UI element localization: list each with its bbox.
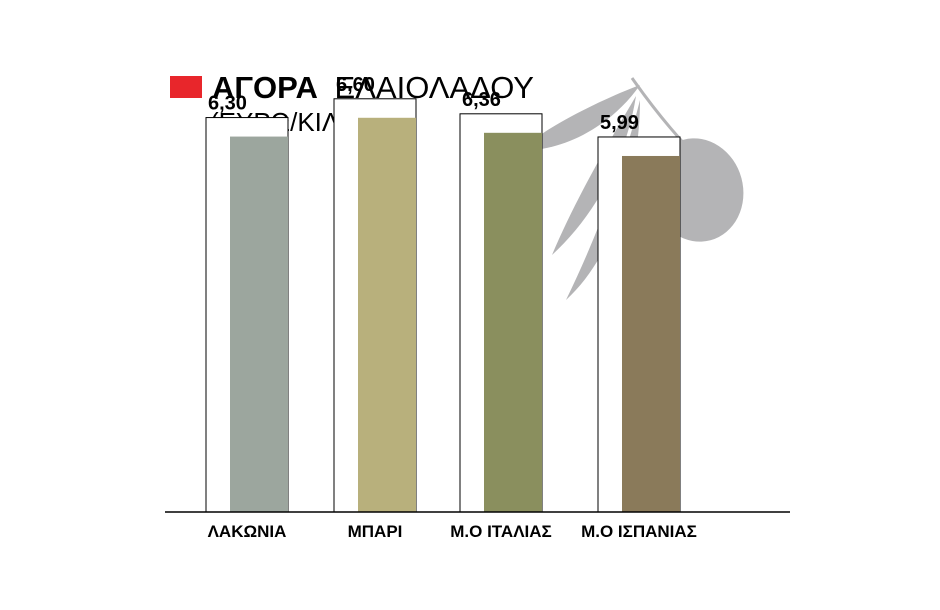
category-labels-group: ΛΑΚΩΝΙΑ ΜΠΑΡΙ Μ.Ο ΙΤΑΛΙΑΣ Μ.Ο ΙΣΠΑΝΙΑΣ bbox=[208, 522, 697, 541]
category-label: ΜΠΑΡΙ bbox=[348, 522, 403, 541]
category-label: Μ.Ο ΙΣΠΑΝΙΑΣ bbox=[581, 522, 697, 541]
value-label: 6,36 bbox=[462, 89, 501, 111]
bar bbox=[358, 117, 416, 513]
value-label: 5,99 bbox=[600, 112, 639, 134]
bars-group bbox=[205, 98, 681, 513]
value-label: 6,30 bbox=[208, 93, 247, 115]
bar bbox=[230, 136, 288, 512]
title-bold: ΑΓΟΡΑ bbox=[212, 70, 318, 105]
category-label: Μ.Ο ΙΤΑΛΙΑΣ bbox=[450, 522, 552, 541]
bar bbox=[622, 155, 680, 512]
red-square-icon bbox=[170, 76, 202, 98]
value-labels-group: 6,30 6,60 6,36 5,99 bbox=[208, 74, 639, 134]
category-label: ΛΑΚΩΝΙΑ bbox=[208, 522, 287, 541]
value-label: 6,60 bbox=[336, 74, 375, 96]
bar bbox=[484, 132, 542, 512]
